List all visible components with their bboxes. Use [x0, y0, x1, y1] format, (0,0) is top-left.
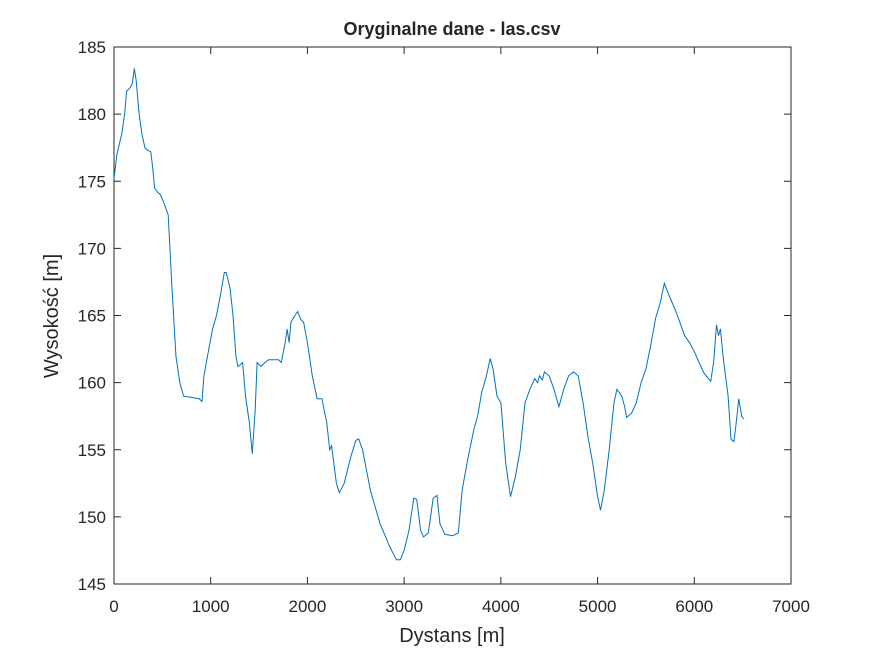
x-tick-label: 5000 — [579, 597, 617, 616]
data-line — [113, 68, 745, 561]
x-tick-label: 2000 — [289, 597, 327, 616]
plot-area — [113, 46, 792, 585]
x-tick-label: 7000 — [772, 597, 810, 616]
x-tick-label: 6000 — [675, 597, 713, 616]
y-axis-label: Wysokość [m] — [41, 254, 63, 378]
y-tick-label: 180 — [78, 105, 106, 124]
y-tick-label: 165 — [78, 307, 106, 326]
y-tick-label: 145 — [78, 575, 106, 594]
y-tick-label: 175 — [78, 172, 106, 191]
x-tick-label: 0 — [109, 597, 118, 616]
y-tick-label: 170 — [78, 239, 106, 258]
x-tick-label: 3000 — [385, 597, 423, 616]
y-tick-label: 185 — [78, 38, 106, 57]
x-tick-label: 4000 — [482, 597, 520, 616]
chart-title: Oryginalne dane - las.csv — [343, 19, 560, 39]
y-tick-label: 155 — [78, 441, 106, 460]
y-tick-label: 150 — [78, 508, 106, 527]
x-axis-label: Dystans [m] — [399, 625, 505, 647]
y-tick-label: 160 — [78, 374, 106, 393]
x-tick-label: 1000 — [192, 597, 230, 616]
